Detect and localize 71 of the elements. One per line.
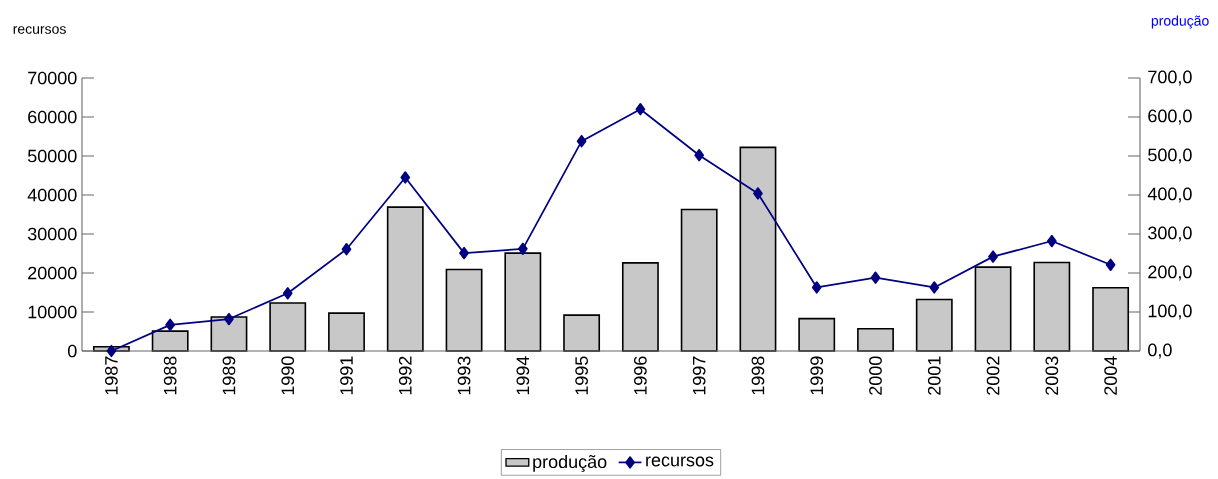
y2-tick-label: 0,0 [1148, 343, 1172, 359]
point [753, 187, 763, 200]
legend-label: produção [533, 454, 607, 472]
bar [915, 298, 953, 352]
bar [739, 146, 777, 352]
x-tick-label: 1996 [634, 356, 647, 395]
bar [1033, 261, 1071, 352]
x-tick-label: 1994 [516, 356, 530, 395]
legend-label: recursos [646, 456, 714, 467]
point [400, 171, 411, 184]
point [341, 243, 352, 256]
y2-tick-label: 600,0 [1148, 109, 1192, 125]
x-tick-label: 1997 [692, 356, 706, 395]
point [282, 287, 293, 300]
bar [269, 302, 307, 352]
point [635, 103, 646, 116]
x-tick-label: 2004 [1104, 356, 1117, 395]
x-tick-label: 1987 [105, 356, 118, 395]
y2-tick-label: 700,0 [1148, 70, 1192, 86]
y2-tick-label: 500,0 [1148, 148, 1192, 164]
bar [621, 262, 659, 352]
x-tick-label: 1988 [163, 356, 177, 395]
point [694, 149, 705, 162]
bar [857, 327, 894, 352]
x-tick-label: 2000 [869, 356, 882, 395]
bar [798, 317, 836, 352]
bar [974, 266, 1012, 352]
y2-axis-title: produção [1151, 15, 1209, 29]
x-tick-label: 1990 [281, 356, 295, 395]
x-tick-label: 1995 [575, 356, 588, 395]
point [811, 281, 822, 294]
x-tick-label: 1999 [810, 356, 824, 395]
bar [563, 314, 601, 352]
x-tick-label: 2002 [986, 356, 1000, 395]
y2-tick-label: 100,0 [1148, 304, 1192, 320]
point [870, 271, 881, 284]
bar [445, 268, 483, 352]
y-tick-label: 10000 [28, 305, 77, 319]
bar [328, 312, 365, 352]
y-axis-title: recursos [13, 26, 66, 34]
bar [680, 208, 718, 352]
y-tick-label: 50000 [27, 149, 77, 163]
x-tick-label: 2003 [1045, 356, 1059, 395]
bar [386, 206, 424, 352]
bar [1092, 287, 1130, 352]
y-tick-label: 0 [67, 344, 77, 358]
point [988, 250, 998, 263]
y-tick-label: 60000 [28, 110, 77, 124]
x-tick-label: 1998 [751, 356, 765, 395]
x-tick-label: 1992 [398, 356, 412, 395]
y-tick-label: 30000 [27, 227, 77, 241]
point [576, 134, 587, 148]
point [1105, 258, 1116, 272]
x-tick-label: 1989 [222, 356, 236, 395]
point [224, 312, 234, 326]
bar [504, 252, 542, 352]
point [165, 318, 176, 332]
y2-tick-label: 400,0 [1147, 187, 1192, 203]
point [1046, 234, 1057, 248]
y-tick-label: 70000 [28, 71, 77, 85]
point [517, 242, 528, 256]
y2-tick-label: 300,0 [1148, 226, 1192, 242]
x-tick-label: 1993 [457, 356, 471, 395]
bar [151, 330, 189, 352]
x-tick-label: 2001 [927, 356, 941, 395]
y2-tick-label: 200,0 [1148, 265, 1192, 281]
point [929, 281, 940, 294]
point [459, 246, 469, 260]
x-tick-label: 1991 [340, 356, 353, 395]
y-tick-label: 40000 [27, 188, 77, 202]
y-tick-label: 20000 [28, 266, 77, 280]
